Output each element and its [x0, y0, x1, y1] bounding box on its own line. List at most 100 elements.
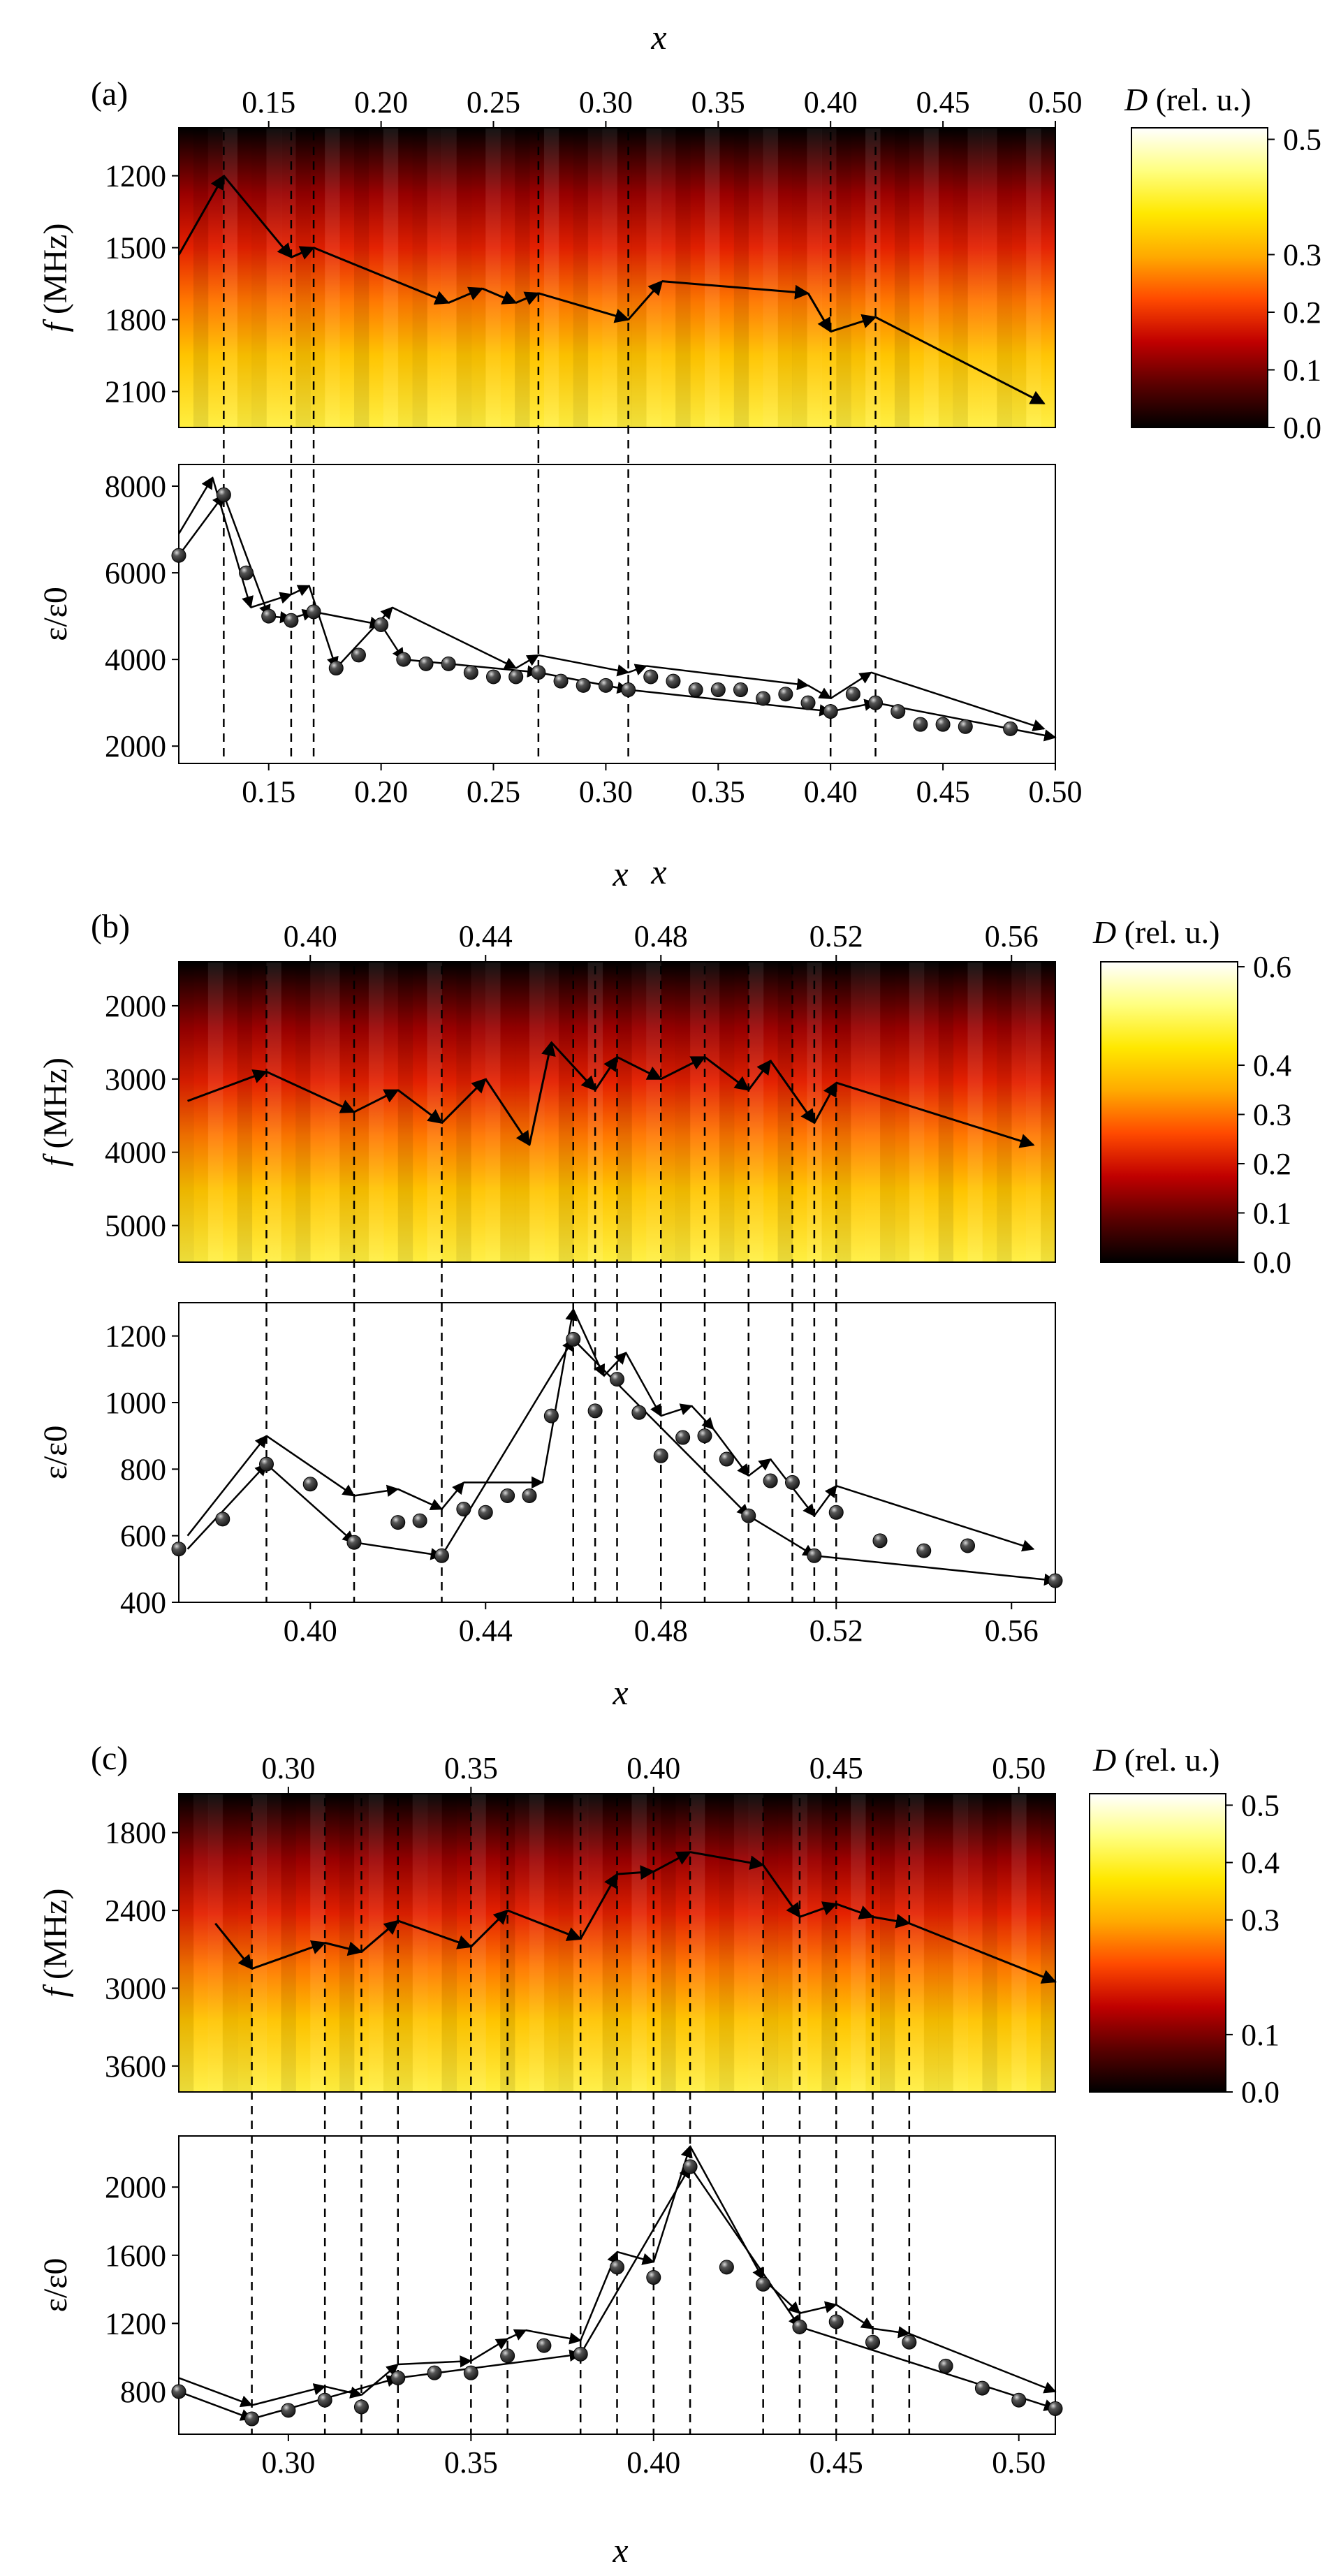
line-arrow — [909, 2332, 1057, 2394]
panel-label: (b) — [91, 908, 130, 945]
data-point — [733, 682, 748, 698]
line-arrow — [747, 1458, 772, 1477]
data-point — [486, 669, 501, 685]
data-point — [610, 2260, 624, 2275]
line-arrow — [353, 1541, 444, 1560]
line-arrow — [515, 654, 540, 669]
heatmap-peak-arrow — [653, 1851, 691, 1873]
series-1 — [171, 2159, 1063, 2427]
data-point — [646, 2270, 661, 2285]
heatmap-peak-arrow — [397, 1919, 473, 1949]
data-point — [566, 1331, 581, 1347]
data-point — [576, 678, 591, 693]
heatmap-peak-arrow — [528, 1041, 556, 1146]
heatmap-peak-arrow — [470, 1909, 509, 1948]
data-point — [543, 1408, 559, 1424]
top-x-tick-label: 0.56 — [985, 919, 1039, 953]
heatmap-y-axis-unit: (MHz) — [37, 1058, 74, 1149]
data-point — [756, 691, 771, 706]
heatmap-surface — [179, 128, 1055, 427]
bottom-x-tick-label: 0.56 — [985, 1613, 1039, 1648]
data-point — [763, 1473, 778, 1488]
heatmap-y-tick-label: 1500 — [105, 231, 166, 265]
data-point — [675, 1430, 691, 1445]
bottom-x-axis-label: x — [612, 2531, 628, 2570]
heatmap-peak-arrow — [799, 1901, 838, 1918]
data-point — [960, 1538, 975, 1553]
top-x-tick-label: 0.45 — [809, 1751, 863, 1785]
heatmap-peak-arrow — [627, 280, 664, 321]
data-point — [390, 2370, 406, 2385]
line-arrow — [397, 2355, 473, 2368]
line-y-tick-label: 6000 — [105, 556, 166, 590]
colorbar-tick-label: 0.5 — [1241, 1788, 1280, 1822]
data-point — [865, 2334, 881, 2350]
data-point — [666, 673, 681, 689]
line-arrow — [628, 689, 832, 717]
line-arrow — [689, 2146, 764, 2281]
line-y-tick-label: 800 — [120, 2375, 166, 2409]
heatmap-peak-arrow — [874, 316, 1046, 405]
data-point — [643, 669, 659, 685]
heatmap-peak-arrow — [579, 1873, 618, 1940]
data-point — [807, 1548, 822, 1563]
heatmap-peak-arrow — [660, 1056, 706, 1081]
data-point — [171, 2384, 186, 2399]
data-point — [412, 1513, 427, 1528]
data-point — [418, 656, 434, 671]
data-point — [792, 2319, 807, 2334]
colorbar-tick-label: 0.0 — [1253, 1245, 1291, 1280]
heatmap-peak-arrow — [616, 1056, 663, 1081]
data-point — [215, 1512, 230, 1527]
bottom-x-tick-label: 0.45 — [916, 775, 970, 809]
line-arrow — [628, 664, 647, 676]
line-arrow — [624, 1352, 662, 1417]
colorbar — [1100, 961, 1238, 1263]
line-arrow — [807, 685, 832, 700]
data-point — [719, 1451, 734, 1467]
bottom-x-tick-label: 0.15 — [242, 775, 295, 809]
data-point — [396, 652, 411, 667]
line-y-axis-label: ε/ε0 — [37, 2258, 74, 2313]
bottom-x-tick-label: 0.50 — [992, 2445, 1046, 2480]
line-arrow — [691, 1405, 715, 1430]
data-point — [284, 613, 299, 628]
bottom-x-tick-label: 0.52 — [809, 1613, 863, 1648]
line-arrow — [313, 610, 383, 629]
line-arrow — [397, 1488, 444, 1510]
data-point — [974, 2380, 990, 2396]
data-point — [631, 1405, 647, 1420]
top-x-tick-label: 0.35 — [444, 1751, 498, 1785]
data-point — [958, 719, 973, 734]
colorbar-tick-label: 0.3 — [1241, 1903, 1280, 1938]
heatmap-y-tick-label: 3000 — [105, 1062, 166, 1097]
data-point — [427, 2365, 442, 2380]
series-1 — [171, 487, 1018, 736]
colorbar-title-unit: (rel. u.) — [1156, 82, 1252, 117]
heatmap-y-tick-label: 4000 — [105, 1136, 166, 1170]
colorbar-title-unit: (rel. u.) — [1124, 1742, 1220, 1778]
data-point — [463, 2365, 478, 2380]
heatmap-texture — [179, 962, 1056, 1262]
bottom-x-tick-label: 0.40 — [284, 1613, 337, 1648]
heatmap-peak-arrow — [835, 1903, 874, 1919]
top-x-tick-label: 0.40 — [804, 85, 858, 119]
data-point — [697, 1428, 712, 1444]
heatmap-peak-arrow — [441, 1078, 487, 1124]
colorbar-tick-label: 0.2 — [1283, 295, 1321, 330]
top-x-tick-label: 0.15 — [242, 85, 295, 119]
heatmap-y-tick-label: 3600 — [105, 2049, 166, 2084]
data-point — [239, 565, 254, 580]
colorbar-tick-label: 0.6 — [1253, 950, 1291, 984]
data-point — [317, 2392, 332, 2408]
line-arrow — [470, 2338, 509, 2362]
panel-2: (b) 0.40 0.44 0.48 0.52 0.56 x 2000 3000 4000 5000… — [37, 852, 1291, 1712]
bottom-x-axis-label: x — [612, 1673, 628, 1712]
line-arrow — [799, 2301, 837, 2314]
bottom-x-tick-label: 0.30 — [261, 2445, 315, 2480]
data-point — [500, 2348, 515, 2364]
heatmap-y-tick-label: 2100 — [105, 375, 166, 409]
heatmap-y-tick-label: 2400 — [105, 1894, 166, 1928]
colorbar-tick-label: 0.4 — [1241, 1846, 1280, 1880]
